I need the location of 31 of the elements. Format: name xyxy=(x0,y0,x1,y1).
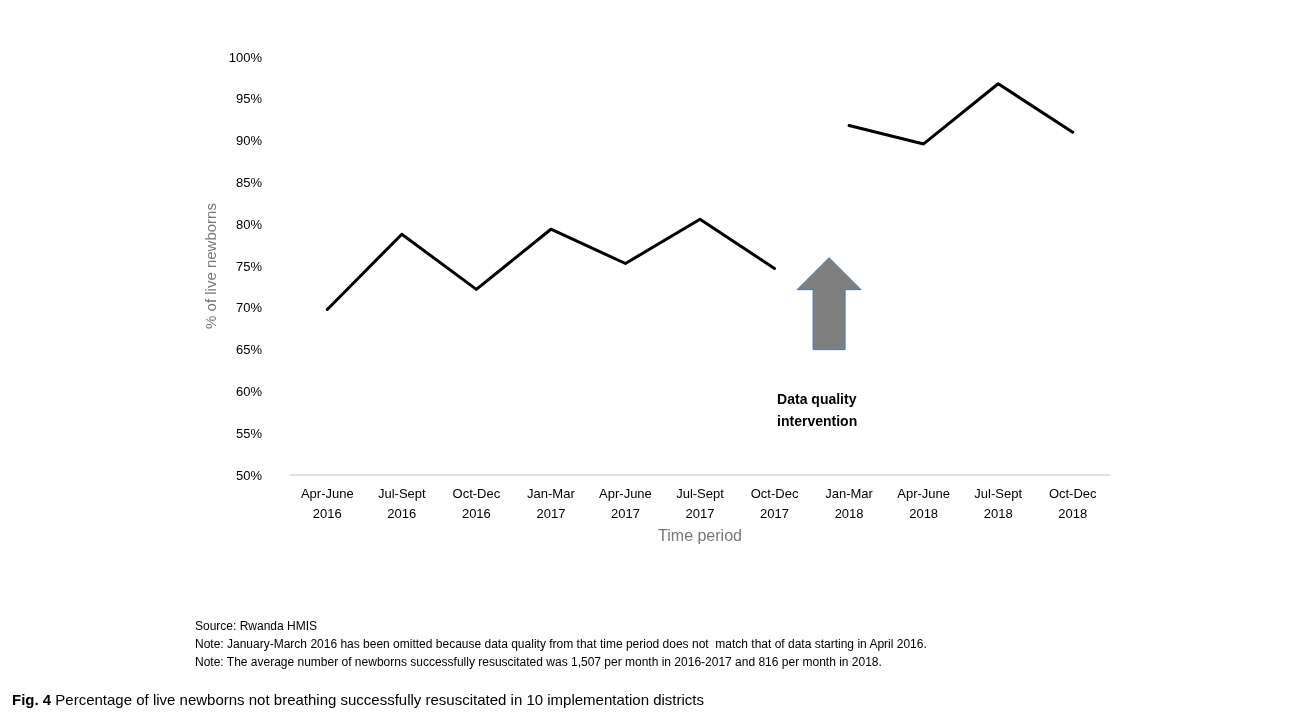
line-series xyxy=(325,217,777,311)
y-tick-label: 75% xyxy=(235,258,263,274)
y-tick-label: 80% xyxy=(235,216,263,232)
x-axis-title: Time period xyxy=(658,527,742,545)
text: Note: January-March 2016 has been omitted because data quality from that time period does not match that of data starting in April 2016. xyxy=(195,637,927,651)
y-axis-title: % of live newborns xyxy=(201,203,219,329)
y-tick-label: 60% xyxy=(235,383,263,399)
source-note: Source: Rwanda HMIS xyxy=(195,619,318,633)
y-tick-label: 85% xyxy=(235,174,263,190)
text: Note: The average number of newborns successfully resuscitated was 1,507 per month in 2016-2017 and 816 per month in 2018. xyxy=(195,655,882,669)
y-tick-label: 100% xyxy=(228,49,263,65)
y-tick-label: 50% xyxy=(235,467,263,483)
y-tick-label: 90% xyxy=(235,133,263,149)
line-series xyxy=(847,82,1075,146)
y-tick-label: 55% xyxy=(235,425,263,441)
annotation: Data quality intervention xyxy=(777,390,858,429)
y-tick-label: 70% xyxy=(235,300,263,316)
x-tick-label: Apr-June 2018 xyxy=(897,485,951,521)
y-tick-label: 65% xyxy=(235,342,263,358)
x-tick-label: Oct-Dec 2018 xyxy=(1048,485,1098,521)
x-tick-label: Jan-Mar 2018 xyxy=(825,485,874,521)
x-tick-label: Oct-Dec 2016 xyxy=(452,485,501,521)
x-tick-label: Jul-Sept 2018 xyxy=(974,485,1023,521)
x-tick-label: Jul-Sept 2016 xyxy=(377,485,427,521)
x-tick-label: Jul-Sept 2017 xyxy=(676,485,725,521)
y-tick-label: 95% xyxy=(235,91,263,107)
x-tick-label: Apr-June 2016 xyxy=(300,485,354,521)
x-tick-label: Jan-Mar 2017 xyxy=(527,485,576,521)
x-tick-label: Apr-June 2017 xyxy=(599,485,652,521)
x-tick-label: Oct-Dec 2017 xyxy=(750,485,799,521)
text: Fig. 4 Percentage of live newborns not breathing successfully resuscitated in 10 implementation districts xyxy=(12,691,705,708)
